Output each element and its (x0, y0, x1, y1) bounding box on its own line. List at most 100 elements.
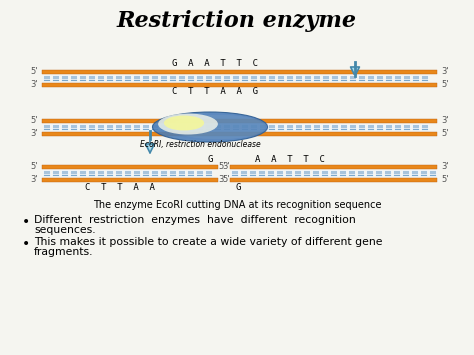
Text: 3': 3' (441, 162, 448, 171)
Bar (70, 170, 77, 174)
Bar (286, 75, 293, 79)
Bar (402, 170, 409, 174)
Bar (205, 124, 212, 128)
Text: G: G (207, 154, 213, 164)
Bar (230, 178, 437, 181)
Bar (169, 75, 176, 79)
Bar (142, 77, 149, 81)
Bar (393, 170, 400, 174)
Bar (403, 126, 410, 130)
Bar (223, 77, 230, 81)
Bar (88, 77, 95, 81)
Bar (348, 170, 355, 174)
Bar (285, 170, 292, 174)
Bar (349, 126, 356, 130)
Bar (115, 170, 122, 174)
Text: G  A  A  T  T  C: G A A T T C (172, 59, 258, 67)
Bar (394, 77, 401, 81)
Bar (313, 77, 320, 81)
Bar (79, 172, 86, 176)
Bar (394, 126, 401, 130)
Text: 3': 3' (219, 175, 226, 184)
Bar (340, 126, 347, 130)
Bar (214, 77, 221, 81)
Bar (259, 77, 266, 81)
Bar (43, 124, 50, 128)
Bar (366, 172, 373, 176)
Bar (43, 170, 50, 174)
Bar (241, 75, 248, 79)
Bar (205, 75, 212, 79)
Bar (286, 77, 293, 81)
Bar (169, 170, 176, 174)
Bar (178, 124, 185, 128)
Bar (160, 172, 167, 176)
Bar (421, 126, 428, 130)
Bar (196, 77, 203, 81)
Bar (124, 170, 131, 174)
Bar (429, 170, 436, 174)
Bar (268, 126, 275, 130)
Bar (394, 75, 401, 79)
Bar (42, 131, 437, 136)
Bar (79, 126, 86, 130)
Bar (304, 126, 311, 130)
Bar (187, 172, 194, 176)
Bar (79, 170, 86, 174)
Bar (52, 170, 59, 174)
Bar (52, 75, 59, 79)
Bar (160, 124, 167, 128)
Bar (303, 172, 310, 176)
Bar (322, 126, 329, 130)
Bar (187, 170, 194, 174)
Bar (376, 77, 383, 81)
Bar (133, 75, 140, 79)
Bar (70, 126, 77, 130)
Bar (376, 124, 383, 128)
Bar (321, 170, 328, 174)
Bar (61, 77, 68, 81)
Bar (340, 75, 347, 79)
Bar (412, 124, 419, 128)
Bar (339, 170, 346, 174)
Ellipse shape (158, 114, 218, 135)
Bar (196, 124, 203, 128)
Bar (348, 172, 355, 176)
Bar (133, 124, 140, 128)
Text: 5': 5' (30, 162, 38, 171)
Bar (88, 172, 95, 176)
Bar (115, 124, 122, 128)
Bar (106, 170, 113, 174)
Text: 3': 3' (30, 175, 38, 184)
Bar (52, 124, 59, 128)
Bar (313, 75, 320, 79)
Text: Different  restriction  enzymes  have  different  recognition: Different restriction enzymes have diffe… (34, 215, 356, 225)
Bar (403, 75, 410, 79)
Bar (214, 75, 221, 79)
Bar (250, 126, 257, 130)
Bar (88, 124, 95, 128)
Bar (106, 75, 113, 79)
Text: C  T  T  A  A  G: C T T A A G (172, 87, 258, 97)
Bar (187, 77, 194, 81)
Bar (303, 170, 310, 174)
Bar (321, 172, 328, 176)
Bar (249, 170, 256, 174)
Bar (304, 77, 311, 81)
Bar (106, 124, 113, 128)
Bar (52, 172, 59, 176)
Bar (420, 170, 427, 174)
Bar (196, 170, 203, 174)
Bar (412, 75, 419, 79)
Bar (52, 126, 59, 130)
Bar (88, 126, 95, 130)
Bar (358, 124, 365, 128)
Bar (259, 124, 266, 128)
Bar (160, 75, 167, 79)
Bar (322, 124, 329, 128)
Text: 5': 5' (222, 175, 229, 184)
Bar (322, 77, 329, 81)
Text: 5': 5' (441, 175, 448, 184)
Bar (394, 124, 401, 128)
Text: •: • (22, 237, 30, 251)
